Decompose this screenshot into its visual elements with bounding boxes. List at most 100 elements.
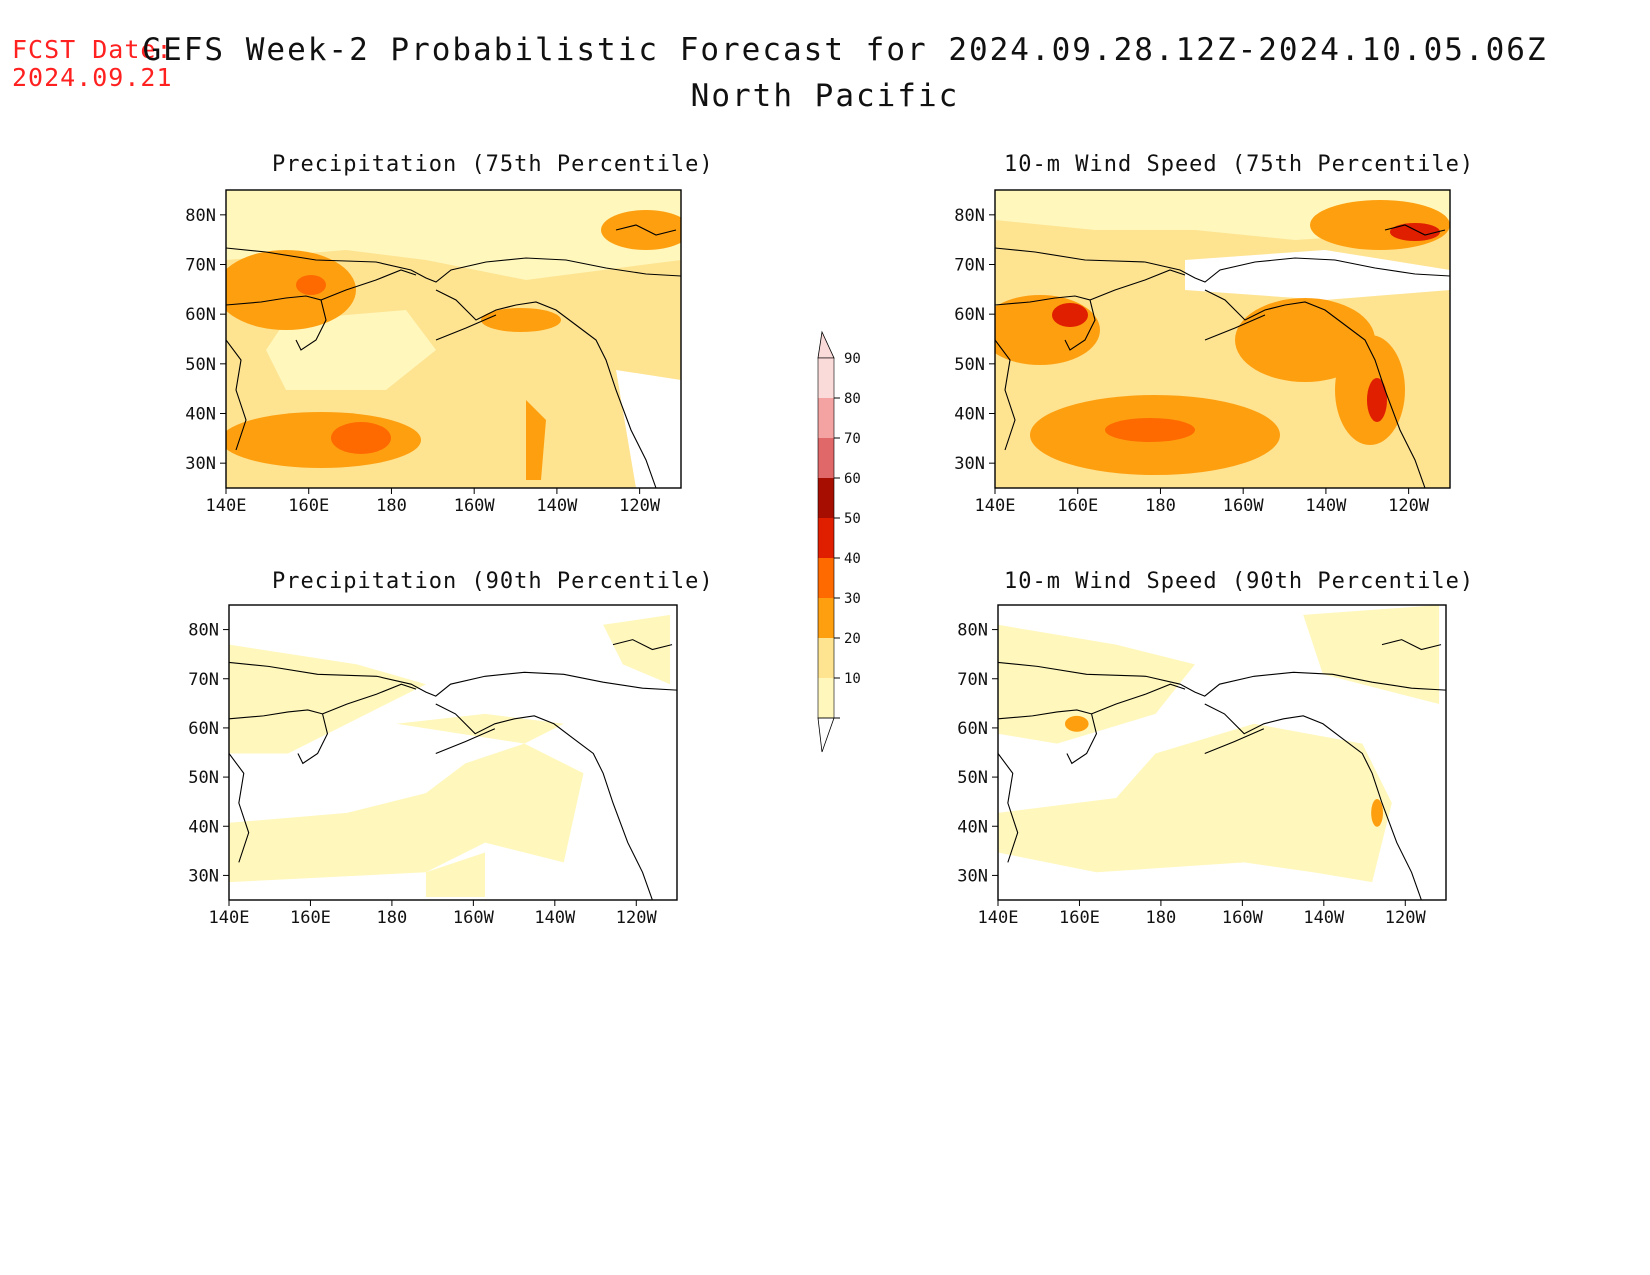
lat-label: 60N xyxy=(954,305,985,325)
map-frame xyxy=(228,604,678,901)
colorbar-label: 10 xyxy=(844,671,861,687)
lon-label: 160E xyxy=(1057,496,1098,516)
coastline-islands xyxy=(615,224,677,236)
coastline-arctic xyxy=(226,247,681,283)
lat-label: 80N xyxy=(188,621,219,641)
shade-arctic-east-core xyxy=(1390,223,1440,241)
lon-label: 180 xyxy=(377,908,408,928)
coastline-kamchatka xyxy=(998,709,1098,765)
lat-label: 80N xyxy=(957,621,988,641)
shade-none-west-coast xyxy=(616,370,681,488)
coastline-okhotsk xyxy=(320,269,417,301)
lon-label: 140E xyxy=(206,496,247,516)
lat-label: 40N xyxy=(185,405,216,425)
colorbar-frame xyxy=(817,357,835,719)
coastline-okhotsk xyxy=(322,683,417,715)
colorbar-swatch xyxy=(818,398,834,438)
lat-label: 40N xyxy=(957,817,988,837)
lon-label: 160E xyxy=(288,496,329,516)
lat-label: 50N xyxy=(188,768,219,788)
lat-label: 50N xyxy=(957,768,988,788)
lat-label: 40N xyxy=(954,405,985,425)
shade-kamchatka-core xyxy=(1052,303,1088,327)
lon-label: 160E xyxy=(290,908,331,928)
shade-subtropic xyxy=(526,400,546,480)
coastline-alaska-west xyxy=(1204,703,1422,900)
lat-label: 30N xyxy=(954,454,985,474)
shade-west-coast-core xyxy=(1367,378,1387,422)
shade-kamchatka-core xyxy=(1064,715,1089,732)
lon-label: 140W xyxy=(1305,496,1347,516)
lon-label: 120W xyxy=(616,908,658,928)
coastline-alaska-west xyxy=(1204,289,1426,488)
map-precip-90: 80N 70N 60N 50N 40N 30N 140E 160E 180 160W 140W 120… xyxy=(188,604,678,928)
colorbar-swatch xyxy=(818,518,834,558)
colorbar-label: 30 xyxy=(844,591,861,607)
shade-pacific-west xyxy=(226,412,421,468)
shade-northwest xyxy=(229,644,426,754)
colorbar-label: 60 xyxy=(844,471,861,487)
map-frame xyxy=(225,189,682,489)
lat-label: 70N xyxy=(954,256,985,276)
shade-aleutians xyxy=(396,713,564,744)
lat-label: 80N xyxy=(954,206,985,226)
lat-label: 70N xyxy=(188,670,219,690)
shade-south-band xyxy=(229,743,584,883)
lat-label: 40N xyxy=(188,817,219,837)
lon-label: 180 xyxy=(1146,908,1177,928)
lon-label: 160W xyxy=(454,496,496,516)
lon-label: 180 xyxy=(1145,496,1176,516)
colorbar-cap-bottom xyxy=(817,717,835,753)
lat-label: 30N xyxy=(957,866,988,886)
shade-gulf-alaska xyxy=(481,308,561,332)
lon-label: 120W xyxy=(1388,496,1430,516)
lat-label: 70N xyxy=(957,670,988,690)
colorbar: 10 20 30 40 50 60 70 80 90 xyxy=(817,330,861,753)
lat-label: 60N xyxy=(188,719,219,739)
forecast-date-label: FCST Date: 2024.09.21 xyxy=(12,36,173,92)
colorbar-label: 20 xyxy=(844,631,861,647)
coastline-aleutians xyxy=(1204,314,1266,341)
colorbar-label: 70 xyxy=(844,431,861,447)
lon-label: 160E xyxy=(1059,908,1100,928)
lat-label: 80N xyxy=(185,206,216,226)
shade-pacific xyxy=(998,723,1392,883)
coastline-aleutians xyxy=(435,728,496,755)
coastline-islands xyxy=(1381,639,1442,651)
shade-west-coast-core xyxy=(1371,799,1383,827)
colorbar-swatch xyxy=(818,478,834,518)
coastline-islands xyxy=(1384,224,1446,236)
colorbar-label: 50 xyxy=(844,511,861,527)
lat-label: 30N xyxy=(188,866,219,886)
colorbar-swatch xyxy=(818,598,834,638)
panel-title-wind-90: 10-m Wind Speed (90th Percentile) xyxy=(1004,569,1475,594)
map-frame xyxy=(997,604,1447,901)
lat-label: 30N xyxy=(185,454,216,474)
coastline-islands xyxy=(612,639,673,651)
colorbar-label: 40 xyxy=(844,551,861,567)
shade-light-mid xyxy=(266,310,436,390)
lon-label: 160W xyxy=(453,908,495,928)
lon-label: 180 xyxy=(376,496,407,516)
shade-south-tail xyxy=(425,852,485,898)
colorbar-cap-top xyxy=(817,330,835,359)
shade-kamchatka-core xyxy=(296,275,326,295)
panel-title-wind-75: 10-m Wind Speed (75th Percentile) xyxy=(1004,152,1475,177)
coastline-japan xyxy=(229,753,250,863)
map-wind-75: 80N 70N 60N 50N 40N 30N 140E 160E 180 160W 140W 120… xyxy=(954,189,1451,516)
lon-label: 120W xyxy=(619,496,661,516)
shade-pacific-core xyxy=(1105,418,1195,442)
coastline-aleutians xyxy=(1204,728,1265,755)
lat-label: 50N xyxy=(185,355,216,375)
lat-label: 50N xyxy=(954,355,985,375)
shade-arctic-east xyxy=(603,614,671,685)
forecast-date-caption: FCST Date: xyxy=(12,35,173,64)
panel-title-precip-90: Precipitation (90th Percentile) xyxy=(272,569,714,594)
colorbar-swatch xyxy=(818,638,834,678)
coastline-alaska-west xyxy=(435,289,657,488)
lon-label: 140W xyxy=(1303,908,1345,928)
forecast-date-value: 2024.09.21 xyxy=(12,63,173,92)
shade-arctic-east xyxy=(601,210,681,250)
shade-gulf-alaska xyxy=(1235,298,1375,382)
region-title: North Pacific xyxy=(690,78,960,114)
